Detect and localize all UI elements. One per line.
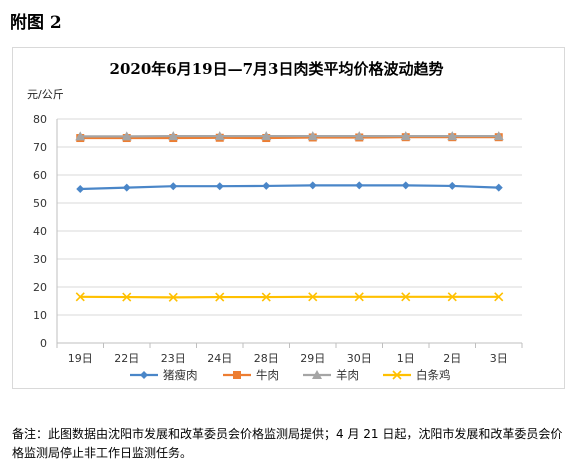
series-1-point <box>401 181 410 190</box>
x-tick-label: 3日 <box>490 352 508 365</box>
series-3-point <box>168 131 179 141</box>
legend-swatch-marker <box>140 371 148 379</box>
x-tick-label: 23日 <box>161 352 186 365</box>
series-4-point <box>215 292 225 302</box>
series-2-line <box>80 136 499 140</box>
series-4-point-stroke <box>494 292 504 302</box>
series-4-point-stroke <box>308 292 318 302</box>
series-1-point <box>494 183 503 192</box>
footnote: 备注：此图数据由沈阳市发展和改革委员会价格监测局提供；4 月 21 日起，沈阳市… <box>12 427 563 460</box>
x-tick-label: 22日 <box>114 352 139 365</box>
x-tick-label: 2日 <box>443 352 461 365</box>
y-tick-label: 80 <box>33 113 47 126</box>
legend-label: 羊肉 <box>336 368 359 382</box>
x-tick-label: 24日 <box>207 352 232 365</box>
series-1-point <box>262 181 271 190</box>
series-3-point <box>493 131 504 141</box>
series-1-point <box>169 182 178 191</box>
legend-label: 牛肉 <box>256 368 279 382</box>
series-3-point <box>261 131 272 141</box>
x-tick-label: 19日 <box>68 352 93 365</box>
series-4-point-stroke <box>75 292 85 302</box>
series-3-point <box>121 131 132 141</box>
series-4-line <box>80 295 499 299</box>
y-tick-label: 30 <box>33 253 47 266</box>
series-4-point <box>308 292 318 302</box>
series-1-point <box>122 183 131 192</box>
series-4-point-stroke <box>447 292 457 302</box>
series-3-point <box>354 131 365 141</box>
series-4-point-stroke <box>122 292 132 302</box>
x-tick-label: 29日 <box>300 352 325 365</box>
legend-swatch-marker <box>233 371 241 379</box>
y-tick-label: 20 <box>33 281 47 294</box>
series-4-point-stroke <box>354 292 364 302</box>
series-1-point <box>355 181 364 190</box>
series-3-point <box>214 131 225 141</box>
legend-item: 羊肉 <box>303 368 359 382</box>
series-1-line <box>80 184 499 191</box>
series-3-point <box>447 131 458 141</box>
series-3-point <box>75 131 86 141</box>
legend-swatch-marker <box>312 370 322 379</box>
series-1-point <box>76 185 85 193</box>
legend-label: 猪瘦肉 <box>163 368 198 382</box>
legend-label: 白条鸡 <box>416 368 451 382</box>
figure-label: 附图 2 <box>10 13 62 33</box>
series-4-point-stroke <box>401 292 411 302</box>
series-3-point <box>400 131 411 141</box>
series-4-point <box>122 292 132 302</box>
x-tick-label: 28日 <box>254 352 279 365</box>
y-tick-label: 60 <box>33 169 47 182</box>
series-1-point <box>215 182 224 191</box>
series-1-point <box>308 181 317 190</box>
series-4-point-stroke <box>215 292 225 302</box>
series-4-point <box>261 292 271 302</box>
chart-frame <box>12 47 565 389</box>
series-4-point <box>168 292 178 302</box>
x-tick-label: 30日 <box>347 352 372 365</box>
series-4-point <box>447 292 457 302</box>
y-axis-unit-label: 元/公斤 <box>27 88 64 101</box>
x-tick-label: 1日 <box>397 352 415 365</box>
legend-swatch-marker-stroke <box>392 370 402 380</box>
y-tick-label: 40 <box>33 225 47 238</box>
y-tick-label: 50 <box>33 197 47 210</box>
series-1-point <box>448 181 457 190</box>
series-4-point <box>75 292 85 302</box>
series-4-point <box>401 292 411 302</box>
series-4-point <box>494 292 504 302</box>
y-tick-label: 10 <box>33 309 47 322</box>
legend-item: 牛肉 <box>223 368 279 382</box>
series-4-point-stroke <box>168 292 178 302</box>
series-3-point <box>307 131 318 141</box>
legend-item: 白条鸡 <box>383 368 451 382</box>
y-tick-label: 0 <box>40 337 47 350</box>
series-4-point <box>354 292 364 302</box>
legend-item: 猪瘦肉 <box>130 368 198 382</box>
legend-swatch-marker <box>392 370 402 380</box>
chart-title: 2020年6月19日—7月3日肉类平均价格波动趋势 <box>109 60 444 78</box>
series-4-point-stroke <box>261 292 271 302</box>
y-tick-label: 70 <box>33 141 47 154</box>
